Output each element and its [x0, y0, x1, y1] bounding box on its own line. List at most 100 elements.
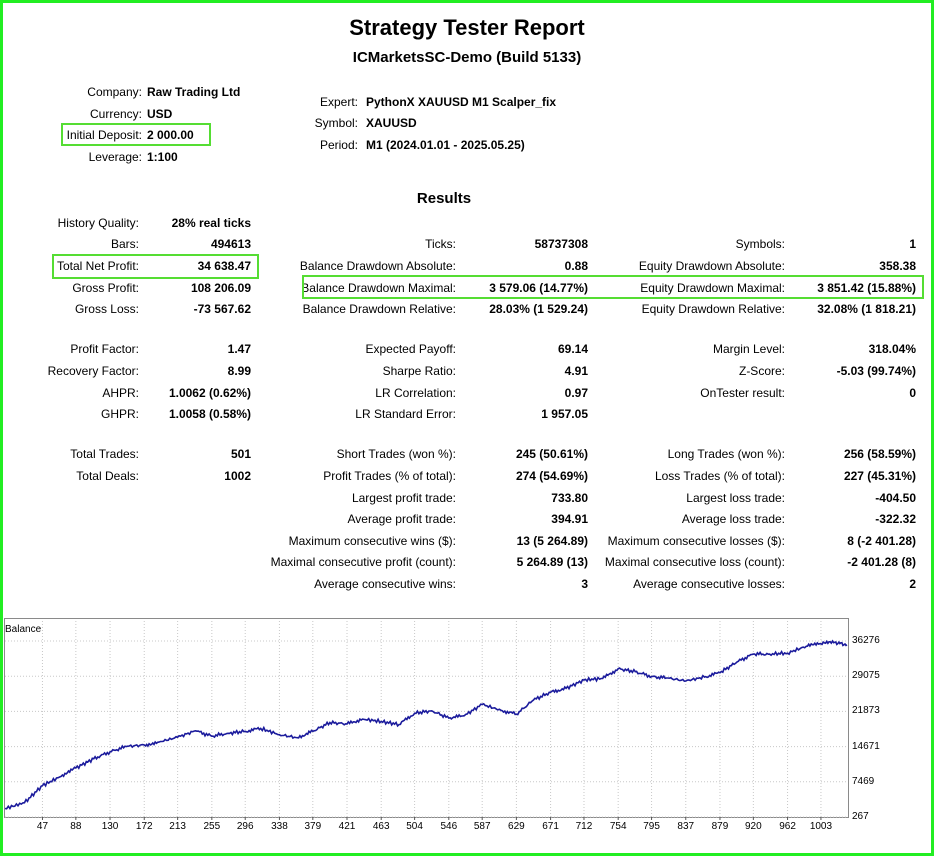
x-tick-label: 421: [338, 821, 356, 832]
largest-profit-trade-value: 733.80: [551, 491, 588, 505]
y-tick-label: 36276: [852, 635, 880, 646]
max-consecutive-loss-label: Maximal consecutive loss (count):: [604, 555, 785, 569]
expert-value: PythonX XAUUSD M1 Scalper_fix: [366, 95, 557, 109]
symbol-value: XAUUSD: [366, 116, 417, 130]
balance-drawdown-maximal-value: 3 579.06 (14.77%): [489, 281, 588, 295]
sharpe-ratio-label: Sharpe Ratio:: [382, 364, 456, 378]
total-trades-value: 501: [230, 447, 251, 461]
total-deals-value: 1002: [224, 469, 251, 483]
x-tick-label: 587: [473, 821, 491, 832]
chart-caption: Balance: [5, 624, 42, 635]
initial-deposit-value: 2 000.00: [147, 128, 194, 142]
currency-value: USD: [147, 107, 173, 121]
ghpr-value: 1.0058 (0.58%): [168, 407, 251, 421]
ahpr-label: AHPR:: [102, 386, 139, 400]
x-tick-label: 546: [440, 821, 458, 832]
largest-loss-trade-label: Largest loss trade:: [686, 491, 785, 505]
lr-standard-error-label: LR Standard Error:: [355, 407, 456, 421]
y-tick-label: 14671: [852, 740, 880, 752]
recovery-factor-label: Recovery Factor:: [47, 364, 139, 378]
x-tick-label: 795: [643, 821, 660, 832]
leverage-label: Leverage:: [88, 150, 142, 164]
max-consecutive-profit-value: 5 264.89 (13): [516, 555, 588, 569]
x-tick-label: 338: [271, 821, 288, 832]
average-loss-trade-value: -322.32: [875, 512, 916, 526]
max-consecutive-loss-value: -2 401.28 (8): [847, 555, 916, 569]
gross-loss-label: Gross Loss:: [74, 302, 139, 316]
total-net-profit-label: Total Net Profit:: [56, 259, 139, 273]
x-tick-label: 1003: [809, 821, 833, 832]
x-tick-label: 920: [745, 821, 762, 832]
leverage-value: 1:100: [147, 150, 178, 164]
equity-drawdown-relative-label: Equity Drawdown Relative:: [641, 302, 785, 316]
max-consecutive-losses-value: 8 (-2 401.28): [847, 534, 916, 548]
largest-loss-trade-value: -404.50: [875, 491, 916, 505]
gross-profit-label: Gross Profit:: [72, 281, 139, 295]
report-title: Strategy Tester Report: [349, 15, 585, 40]
equity-drawdown-absolute-label: Equity Drawdown Absolute:: [638, 259, 785, 273]
bars-value: 494613: [210, 237, 251, 251]
total-net-profit-value: 34 638.47: [197, 259, 251, 273]
x-tick-label: 463: [372, 821, 390, 832]
expected-payoff-label: Expected Payoff:: [365, 342, 456, 356]
y-tick-label: 29075: [852, 670, 880, 682]
symbols-value: 1: [909, 237, 916, 251]
total-deals-label: Total Deals:: [76, 469, 139, 483]
largest-profit-trade-label: Largest profit trade:: [351, 491, 456, 505]
y-tick-label: 7469: [852, 775, 875, 787]
expert-label: Expert:: [319, 95, 358, 109]
long-trades-label: Long Trades (won %):: [667, 447, 785, 461]
x-tick-label: 629: [508, 821, 525, 832]
max-consecutive-wins-value: 13 (5 264.89): [516, 534, 588, 548]
currency-label: Currency:: [89, 107, 142, 121]
equity-drawdown-maximal-value: 3 851.42 (15.88%): [817, 281, 916, 295]
max-consecutive-wins-label: Maximum consecutive wins ($):: [288, 534, 456, 548]
short-trades-value: 245 (50.61%): [515, 447, 588, 461]
ticks-value: 58737308: [534, 237, 588, 251]
y-tick-label: 267: [852, 811, 869, 822]
profit-trades-value: 274 (54.69%): [515, 469, 588, 483]
profit-trades-label: Profit Trades (% of total):: [323, 469, 456, 483]
short-trades-label: Short Trades (won %):: [336, 447, 456, 461]
y-tick-label: 21873: [852, 705, 880, 717]
x-tick-label: 296: [236, 821, 254, 832]
equity-drawdown-absolute-value: 358.38: [879, 259, 916, 273]
avg-consecutive-wins-label: Average consecutive wins:: [314, 577, 456, 591]
period-value: M1 (2024.01.01 - 2025.05.25): [366, 138, 525, 152]
lr-correlation-label: LR Correlation:: [375, 386, 456, 400]
symbol-label: Symbol:: [314, 116, 358, 130]
loss-trades-value: 227 (45.31%): [843, 469, 916, 483]
bars-label: Bars:: [110, 237, 139, 251]
average-loss-trade-label: Average loss trade:: [681, 512, 785, 526]
x-tick-label: 130: [101, 821, 119, 832]
x-tick-label: 255: [203, 821, 221, 832]
ontester-result-label: OnTester result:: [700, 386, 785, 400]
lr-correlation-value: 0.97: [564, 386, 588, 400]
x-tick-label: 712: [575, 821, 593, 832]
balance-drawdown-maximal-label: Balance Drawdown Maximal:: [301, 281, 456, 295]
max-consecutive-losses-label: Maximum consecutive losses ($):: [607, 534, 785, 548]
z-score-label: Z-Score:: [738, 364, 785, 378]
x-tick-label: 88: [70, 821, 82, 832]
x-tick-label: 879: [711, 821, 729, 832]
balance-drawdown-absolute-value: 0.88: [564, 259, 588, 273]
ahpr-value: 1.0062 (0.62%): [168, 386, 251, 400]
balance-drawdown-relative-value: 28.03% (1 529.24): [489, 302, 588, 316]
x-tick-label: 754: [609, 821, 627, 832]
profit-factor-value: 1.47: [227, 342, 251, 356]
balance-drawdown-relative-label: Balance Drawdown Relative:: [302, 302, 456, 316]
ticks-label: Ticks:: [425, 237, 456, 251]
x-tick-label: 213: [169, 821, 186, 832]
average-profit-trade-value: 394.91: [551, 512, 588, 526]
equity-drawdown-maximal-label: Equity Drawdown Maximal:: [640, 281, 785, 295]
gross-loss-value: -73 567.62: [193, 302, 251, 316]
recovery-factor-value: 8.99: [227, 364, 251, 378]
company-label: Company:: [87, 85, 142, 99]
period-label: Period:: [319, 138, 358, 152]
avg-consecutive-losses-value: 2: [909, 577, 916, 591]
margin-level-label: Margin Level:: [712, 342, 785, 356]
x-tick-label: 504: [406, 821, 423, 832]
balance-chart: [4, 618, 849, 818]
x-tick-label: 379: [304, 821, 322, 832]
company-value: Raw Trading Ltd: [147, 85, 241, 99]
